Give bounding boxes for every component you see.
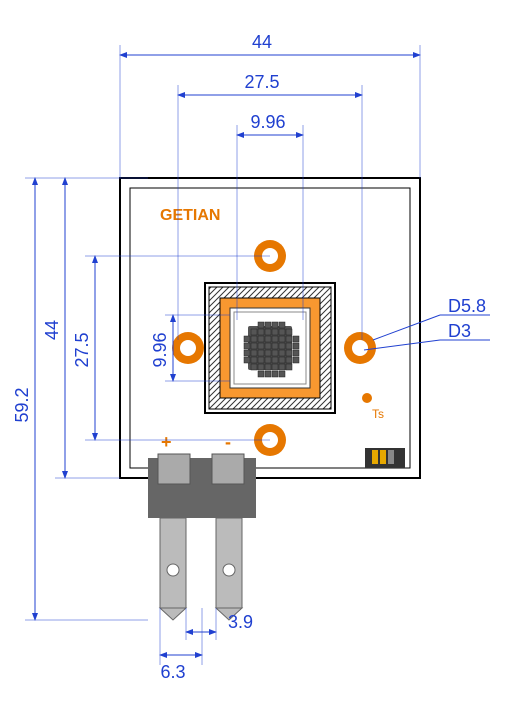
brand-text: GETIAN [160, 207, 220, 224]
dim-d3: D3 [448, 321, 471, 341]
dim-height-44: 44 [42, 320, 62, 340]
dim-height-592: 59.2 [12, 387, 32, 422]
dim-height-275: 27.5 [72, 332, 92, 367]
dim-63: 6.3 [160, 662, 185, 682]
dim-width-996: 9.96 [250, 112, 285, 132]
minus-label: - [225, 432, 231, 452]
plus-label: + [161, 432, 172, 452]
dim-width-44: 44 [252, 32, 272, 52]
bottom-connector [365, 448, 405, 468]
ts-dot [362, 393, 372, 403]
ts-label: Ts [372, 407, 384, 421]
dim-width-275: 27.5 [244, 72, 279, 92]
terminal-connector [148, 454, 256, 620]
dim-39: 3.9 [228, 612, 253, 632]
dim-height-996: 9.96 [150, 332, 170, 367]
dim-d58: D5.8 [448, 296, 486, 316]
